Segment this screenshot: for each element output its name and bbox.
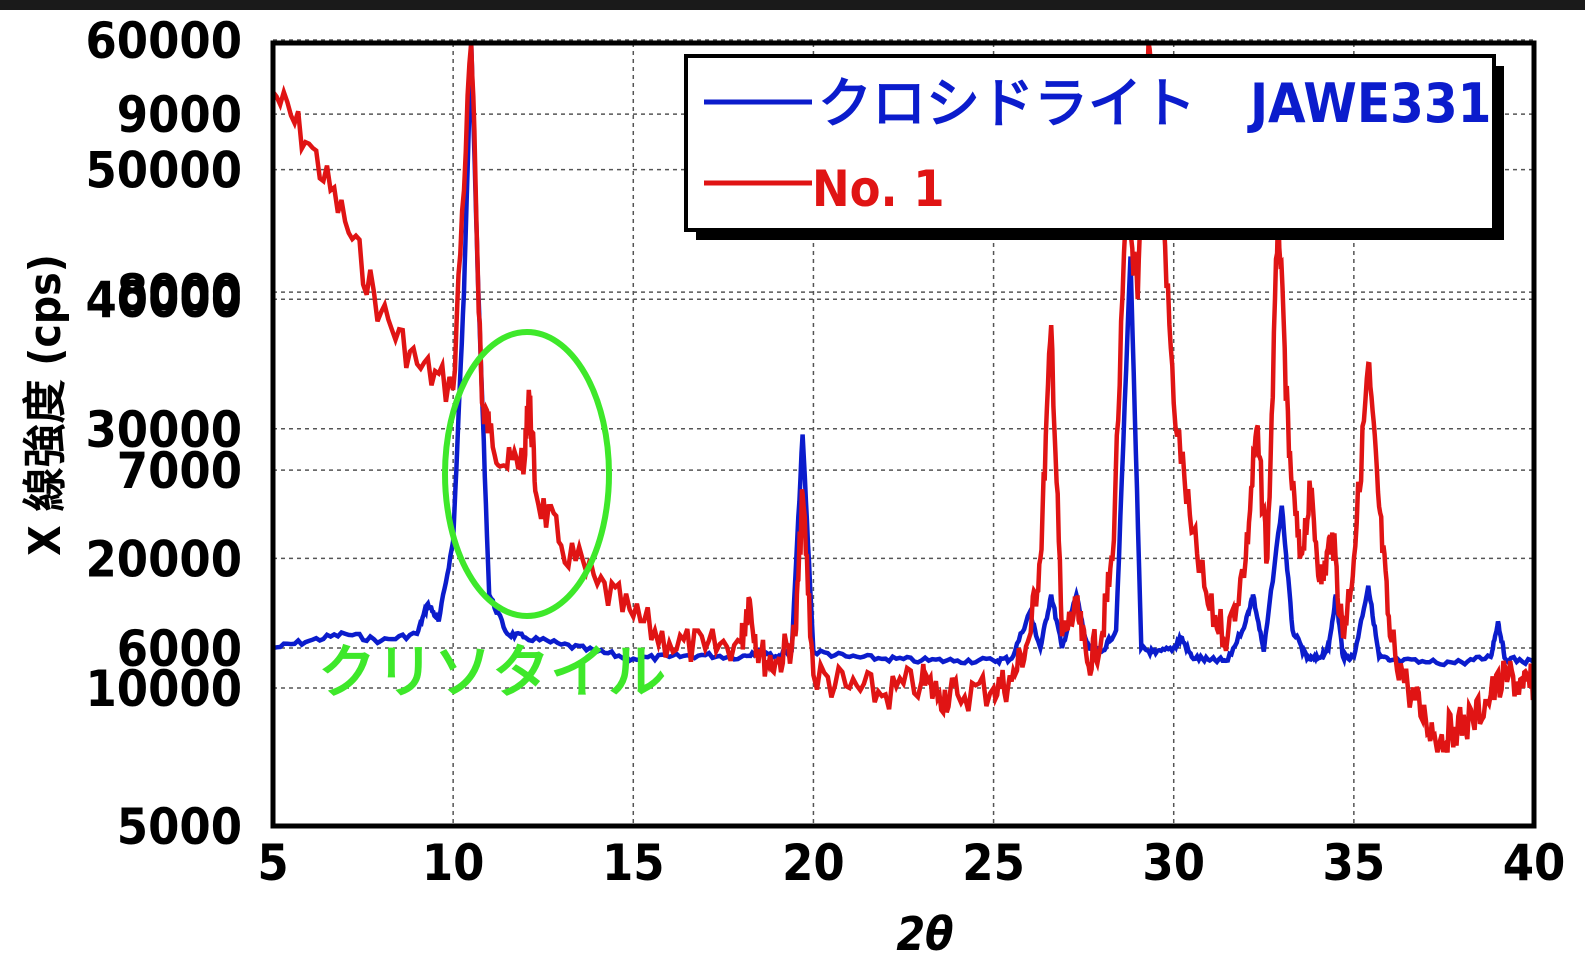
legend: クロシドライト JAWE331 No. 1 [684,54,1504,240]
chrysotile-highlight-ellipse [442,329,612,619]
plot-frame [270,40,1537,829]
x-tick-labels: 5 10 15 20 25 30 35 40 [257,834,1565,892]
x-tick-label: 10 [422,834,485,892]
y-tick-label-inner: 40000 [86,271,243,329]
x-tick-label: 40 [1503,834,1566,892]
x-tick-label: 25 [962,834,1025,892]
y-tick-label-inner: 10000 [86,660,243,718]
series-line-no1 [271,42,1537,753]
y-tick-label-inner: 60000 [86,12,243,70]
y-tick-labels-inner: 10000 20000 30000 40000 50000 60000 [86,12,243,718]
y-tick-label-outer: 9000 [117,86,242,144]
y-tick-labels-outer: 5000 6000 7000 8000 9000 [117,86,242,856]
y-tick-label-outer: 7000 [117,442,242,500]
x-tick-label: 30 [1142,834,1205,892]
legend-label-no1: No. 1 [812,160,945,218]
y-tick-label-outer: 8000 [117,264,242,322]
y-tick-label-outer: 6000 [117,620,242,678]
y-tick-label-inner: 20000 [86,530,243,588]
y-tick-label-inner: 50000 [86,142,243,200]
x-tick-label: 35 [1323,834,1386,892]
chrysotile-label: クリソタイル [318,638,666,706]
x-axis-title: 2θ [896,907,953,961]
y-tick-label-inner: 30000 [86,401,243,459]
y-tick-label-outer: 5000 [117,798,242,856]
legend-label-crocidolite: クロシドライト JAWE331 [818,72,1491,135]
y-axis-title: X 線強度 (cps) [20,254,71,556]
x-tick-label: 5 [257,834,288,892]
x-tick-label: 15 [602,834,665,892]
top-frame-bar [0,0,1585,10]
x-tick-label: 20 [782,834,845,892]
